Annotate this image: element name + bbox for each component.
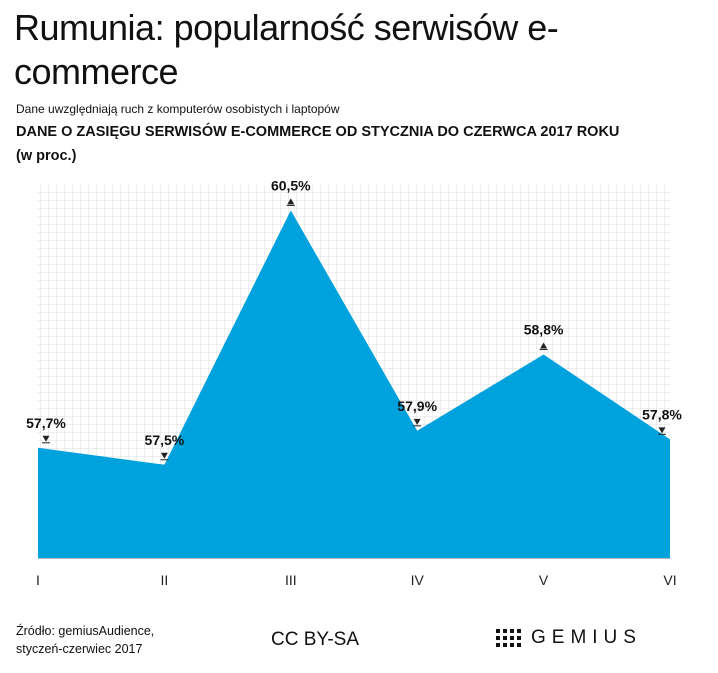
area-series [38, 210, 670, 558]
trend-marker-icon [658, 427, 666, 434]
x-tick-label: II [161, 572, 169, 588]
license-label: CC BY-SA [271, 629, 359, 650]
x-tick-label: VI [663, 572, 676, 588]
x-tick-label: IV [411, 572, 425, 588]
chart-title: Rumunia: popularność serwisów e-commerce [14, 7, 559, 92]
data-label: 57,9% [397, 398, 437, 414]
source-line-2: styczeń-czerwiec 2017 [16, 642, 143, 656]
gemius-logo: GEMIUS [496, 627, 642, 649]
trend-marker-icon [160, 452, 168, 459]
source-line-1: Źródło: gemiusAudience, [16, 624, 155, 638]
trend-marker-icon [287, 198, 295, 205]
x-tick-label: I [36, 572, 40, 588]
logo-text: GEMIUS [531, 627, 642, 648]
data-note: Dane uwzględniają ruch z komputerów osob… [16, 102, 340, 116]
data-label: 57,8% [642, 406, 682, 422]
chart-subtitle: DANE O ZASIĘGU SERWISÓW E-COMMERCE OD ST… [16, 124, 620, 140]
source-note: Źródło: gemiusAudience, styczeń-czerwiec… [16, 622, 154, 658]
x-tick-label: III [285, 572, 297, 588]
trend-marker-icon [42, 435, 50, 442]
trend-marker-icon [413, 418, 421, 425]
trend-marker-icon [540, 342, 548, 349]
chart-unit: (w proc.) [16, 148, 77, 164]
x-tick-label: V [539, 572, 549, 588]
data-label: 57,7% [26, 415, 66, 431]
logo-dots-icon [496, 629, 521, 647]
data-label: 57,5% [145, 432, 185, 448]
data-label: 58,8% [524, 322, 564, 338]
data-label: 60,5% [271, 177, 311, 193]
